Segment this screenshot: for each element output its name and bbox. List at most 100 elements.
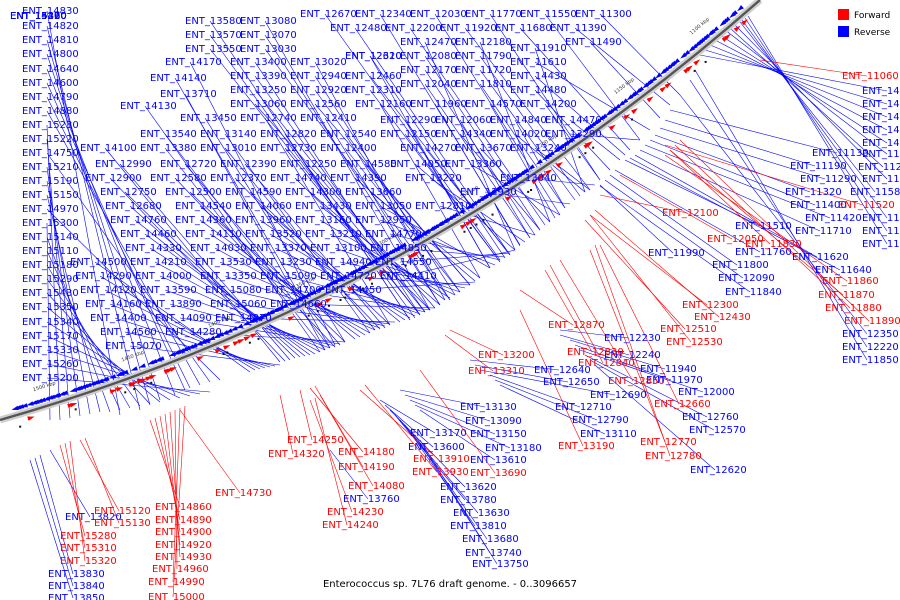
reverse-gene-label: ENT_11130	[812, 148, 869, 159]
reverse-gene-label: ENT_14720	[320, 271, 377, 282]
reverse-gene-arrow	[108, 374, 117, 379]
forward-gene-arrow	[469, 217, 477, 224]
forward-gene-label: ENT_12840	[578, 358, 635, 369]
reverse-gene-arrow	[723, 16, 731, 23]
reverse-gene-connector	[199, 219, 361, 338]
reverse-gene-connector	[39, 454, 74, 575]
reverse-gene-arrow	[522, 167, 530, 174]
forward-gene-connector	[299, 389, 313, 441]
reverse-gene-label: ENT_13160	[295, 215, 352, 226]
reverse-gene-connector	[719, 34, 888, 144]
reverse-gene-connector	[699, 54, 888, 92]
forward-gene-arrow	[555, 162, 563, 168]
gene-marker	[430, 250, 433, 253]
reverse-gene-label: ENT_13890	[145, 299, 202, 310]
forward-gene-arrow	[367, 276, 375, 282]
reverse-gene-label: ENT_12560	[290, 99, 347, 110]
reverse-gene-label: ENT_12200	[385, 23, 442, 34]
reverse-gene-label: ENT_13660	[345, 187, 402, 198]
reverse-gene-arrow	[147, 359, 155, 365]
forward-gene-connector	[309, 399, 353, 513]
reverse-gene-label: ENT_11610	[510, 57, 567, 68]
reverse-gene-connector	[599, 184, 674, 254]
gene-marker	[339, 298, 342, 301]
forward-gene-label: ENT_14860	[155, 502, 212, 513]
reverse-gene-arrow	[351, 268, 359, 274]
reverse-gene-label: ENT_12250	[280, 159, 337, 170]
forward-gene-label: ENT_13690	[470, 468, 527, 479]
reverse-gene-label: ENT_11800	[712, 260, 769, 271]
reverse-gene-label: ENT_11390	[550, 23, 607, 34]
reverse-gene-label: ENT_11710	[795, 226, 852, 237]
gene-marker	[307, 314, 310, 317]
gene-marker	[150, 381, 153, 384]
reverse-gene-label: ENT_12310	[345, 85, 402, 96]
forward-gene-arrow	[237, 338, 245, 344]
reverse-gene-connector	[149, 247, 316, 355]
reverse-gene-connector	[404, 119, 491, 269]
reverse-gene-arrow	[208, 335, 216, 341]
reverse-gene-arrow	[42, 396, 50, 401]
reverse-gene-arrow	[48, 394, 56, 399]
reverse-gene-connector	[124, 191, 296, 359]
gene-marker	[381, 277, 384, 280]
reverse-gene-label: ENT_12090	[718, 273, 775, 284]
reverse-gene-label: ENT_15470	[10, 11, 67, 22]
forward-gene-label: ENT_14250	[287, 435, 344, 446]
forward-gene-connector	[149, 419, 181, 508]
reverse-gene-label: ENT_13140	[200, 129, 257, 140]
reverse-gene-label: ENT_11620	[792, 252, 849, 263]
forward-gene-label: ENT_14920	[155, 540, 212, 551]
reverse-gene-connector	[479, 83, 566, 209]
reverse-gene-label: ENT_12580	[150, 173, 207, 184]
reverse-gene-label: ENT_13540	[140, 129, 197, 140]
reverse-gene-label: ENT_13010	[200, 143, 257, 154]
reverse-gene-arrow	[195, 340, 203, 346]
gene-marker	[704, 60, 707, 63]
reverse-gene-label: ENT_12480	[330, 23, 387, 34]
legend: Forward Reverse	[838, 9, 891, 38]
reverse-gene-label: ENT_14700	[265, 285, 322, 296]
reverse-gene-connector	[404, 249, 516, 277]
reverse-gene-connector	[254, 75, 426, 313]
reverse-gene-label: ENT_15230	[22, 120, 79, 131]
reverse-gene-label: ENT_12730	[260, 143, 317, 154]
forward-gene-arrow	[631, 108, 638, 115]
forward-gene-label: ENT_12830	[567, 347, 624, 358]
reverse-gene-connector	[744, 17, 888, 232]
reverse-gene-label: ENT_12340	[355, 9, 412, 20]
reverse-gene-label: ENT_12240	[604, 350, 661, 361]
forward-gene-arrow	[223, 345, 231, 350]
reverse-gene-arrow	[93, 379, 101, 384]
reverse-gene-label: ENT_15070	[105, 341, 162, 352]
reverse-gene-arrow	[360, 263, 368, 269]
reverse-gene-label: ENT_11190	[790, 161, 847, 172]
reverse-gene-connector	[164, 147, 326, 351]
reverse-gene-connector	[609, 174, 738, 266]
reverse-gene-connector	[559, 334, 630, 356]
reverse-gene-connector	[344, 133, 451, 301]
reverse-gene-connector	[389, 233, 501, 261]
reverse-gene-connector	[414, 163, 516, 251]
reverse-gene-arrow	[26, 401, 34, 406]
reverse-gene-label: ENT_15190	[22, 176, 79, 187]
forward-gene-label: ENT_14320	[268, 449, 325, 460]
reverse-gene-label: ENT_14220	[10, 11, 67, 22]
reverse-gene-label: ENT_14710	[862, 86, 900, 97]
reverse-gene-connector	[559, 329, 630, 339]
reverse-gene-connector	[344, 147, 461, 293]
forward-gene-connector	[449, 329, 504, 356]
forward-gene-connector	[364, 384, 438, 473]
reverse-gene-connector	[689, 79, 868, 348]
forward-gene-connector	[84, 437, 120, 524]
reverse-gene-label: ENT_14660	[270, 299, 327, 310]
reverse-gene-label: ENT_11700	[862, 226, 900, 237]
forward-gene-label: ENT_12660	[654, 399, 711, 410]
forward-gene-label: ENT_14230	[327, 507, 384, 518]
reverse-gene-label: ENT_12620	[690, 465, 747, 476]
forward-gene-label: ENT_12050	[707, 234, 764, 245]
reverse-gene-connector	[664, 119, 816, 167]
reverse-gene-arrow	[673, 58, 681, 65]
reverse-gene-label: ENT_14500	[70, 257, 127, 268]
